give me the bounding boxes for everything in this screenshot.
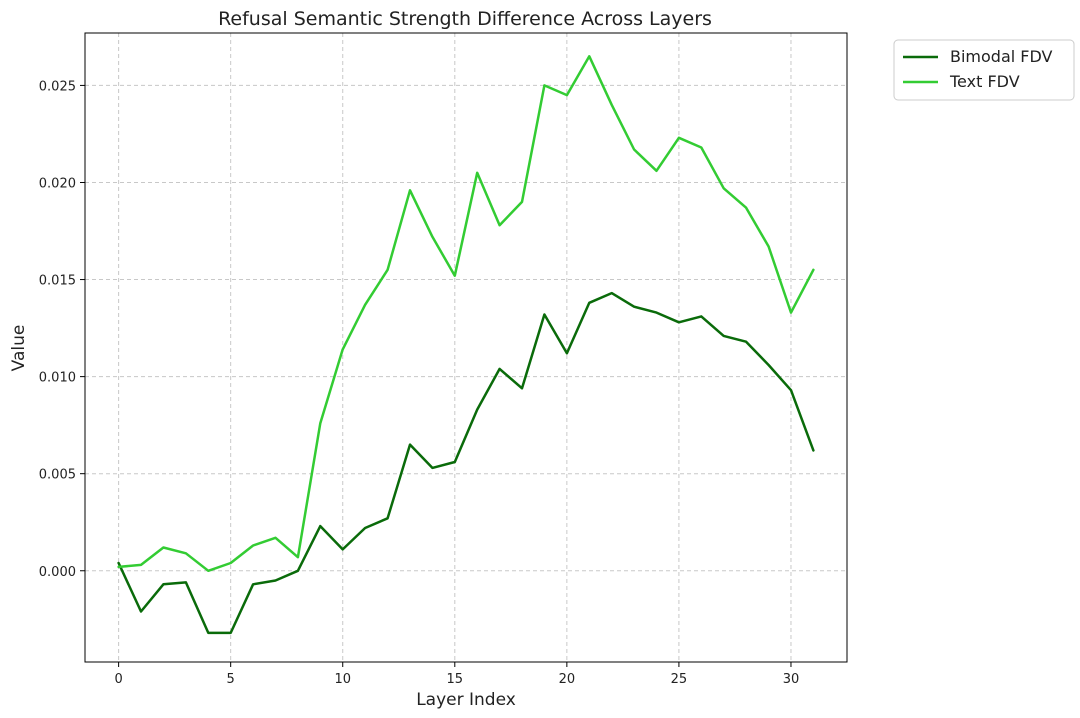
x-axis: 0 5 10 15 20 25 30	[114, 662, 799, 687]
y-axis: 0.000 0.005 0.010 0.015 0.020 0.025	[39, 79, 85, 580]
y-tick-label: 0.020	[39, 176, 76, 191]
x-tick-label: 15	[447, 672, 464, 687]
x-tick-label: 5	[227, 672, 235, 687]
x-tick-label: 10	[334, 672, 351, 687]
y-tick-label: 0.025	[39, 79, 76, 94]
x-tick-label: 30	[783, 672, 800, 687]
plot-frame	[84, 32, 848, 663]
legend-label-bimodal-fdv: Bimodal FDV	[950, 47, 1053, 66]
series-lines	[117, 55, 815, 635]
y-tick-label: 0.010	[39, 371, 76, 386]
y-tick-label: 0.015	[39, 274, 76, 289]
y-tick-label: 0.005	[39, 468, 76, 483]
y-tick-label: 0.000	[39, 565, 76, 580]
x-tick-label: 0	[114, 672, 122, 687]
series-line-bimodal-fdv	[117, 291, 815, 635]
series-line-text-fdv	[117, 55, 815, 573]
x-axis-label: Layer Index	[416, 690, 516, 710]
x-tick-label: 20	[559, 672, 576, 687]
y-axis-label: Value	[9, 325, 29, 372]
legend-label-text-fdv: Text FDV	[949, 72, 1020, 91]
chart-title: Refusal Semantic Strength Difference Acr…	[218, 8, 712, 30]
legend: Bimodal FDV Text FDV	[893, 39, 1075, 101]
legend-box	[893, 39, 1075, 101]
x-tick-label: 25	[671, 672, 688, 687]
